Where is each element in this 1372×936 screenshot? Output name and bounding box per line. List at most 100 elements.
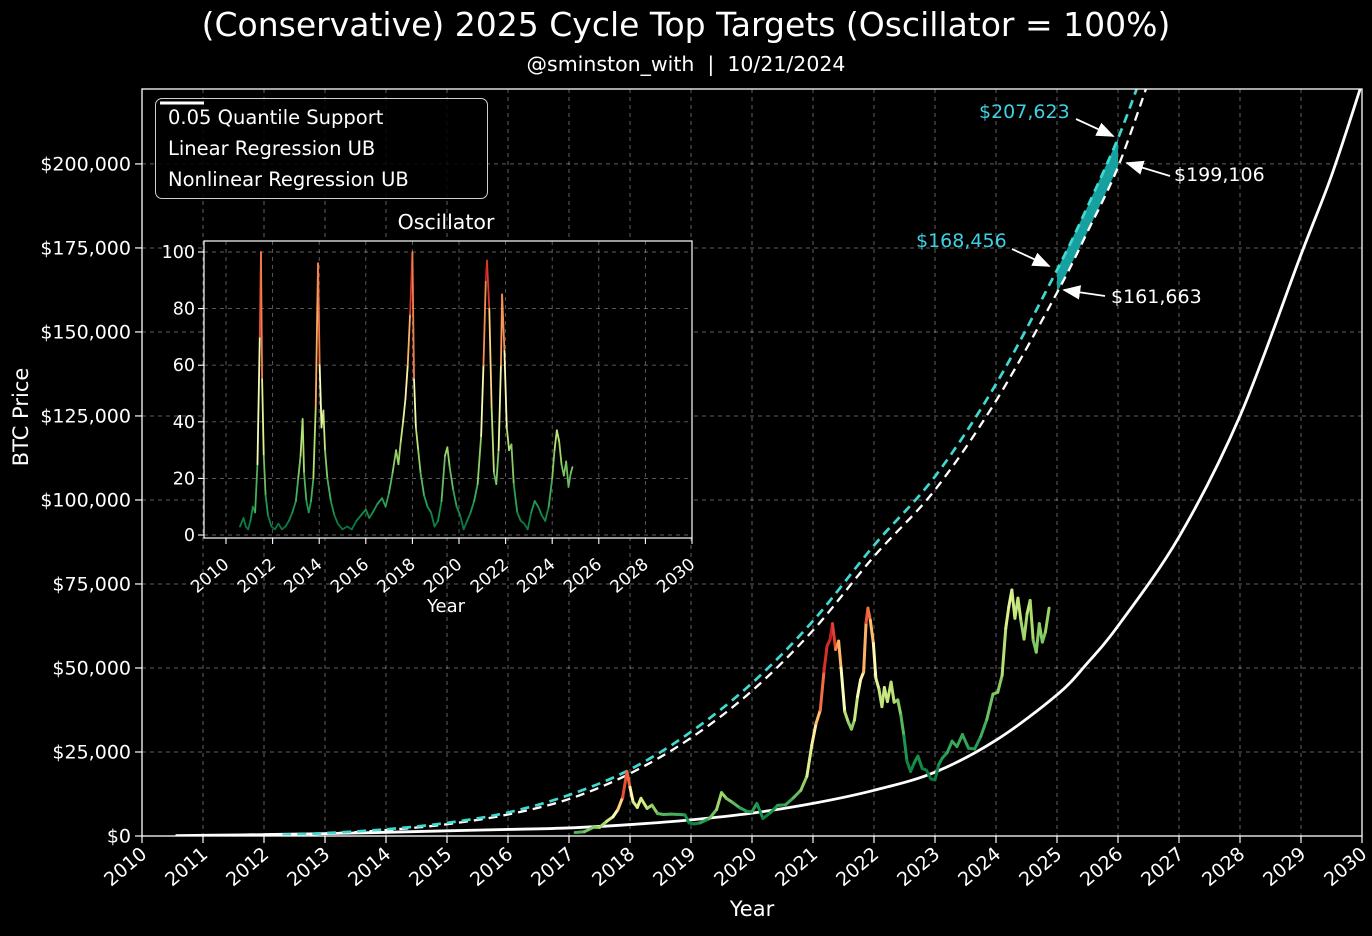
x-tick-label: 2025 (1015, 843, 1066, 891)
x-tick-label: 2030 (1320, 843, 1371, 891)
oscillator-segment (341, 525, 349, 531)
oscillator-segment (384, 491, 391, 508)
inset-y-tick-label: 40 (173, 413, 195, 433)
btc-price-segment (889, 680, 896, 704)
btc-price-segment (707, 807, 719, 821)
inset-x-tick-label: 2018 (374, 555, 420, 598)
annotation-arrow (1062, 285, 1106, 300)
x-tick-label: 2027 (1137, 843, 1188, 891)
y-tick-label: $200,000 (40, 153, 131, 175)
btc-price-segment (896, 698, 903, 717)
oscillator-segment (303, 471, 308, 502)
oscillator-segment (495, 449, 500, 485)
btc-price-segment (616, 795, 625, 812)
oscillator-segment (399, 420, 404, 443)
btc-price-segment (973, 735, 983, 751)
oscillator-segment (476, 435, 483, 485)
btc-price-segment (868, 618, 875, 645)
annotation-linear-ub-low: $168,456 (916, 230, 1007, 252)
oscillator-segment (381, 497, 387, 508)
btc-price-segment (822, 644, 829, 673)
oscillator-segment (537, 505, 543, 517)
oscillator-segment (371, 502, 379, 514)
oscillator-segment (433, 519, 439, 528)
oscillator-segment (329, 500, 336, 517)
x-tick-label: 2023 (893, 843, 944, 891)
oscillator-segment (318, 364, 323, 429)
oscillator-segment (262, 454, 267, 497)
oscillator-segment (516, 511, 522, 522)
oscillator-segment (547, 477, 554, 508)
annotation-arrows (1011, 118, 1171, 300)
btc-price-segment (755, 801, 765, 821)
inset-x-tick-label: 2020 (420, 555, 466, 598)
oscillator-segment (277, 522, 283, 531)
btc-price-segment (909, 761, 916, 773)
oscillator-segment (459, 514, 465, 531)
y-tick-label: $0 (107, 826, 131, 848)
main-series (175, 89, 1362, 836)
oscillator-segment (256, 335, 261, 466)
btc-price-segment (852, 695, 860, 722)
main-y-axis-label: BTC Price (9, 367, 33, 467)
x-tick-label: 2010 (100, 843, 151, 891)
x-tick-label: 2019 (649, 843, 700, 891)
oscillator-segment (274, 522, 280, 531)
btc-price-segment (837, 639, 843, 670)
annotation-arrow (1075, 118, 1115, 137)
inset-x-tick-label: 2016 (327, 555, 373, 598)
inset-background (204, 241, 692, 538)
oscillator-segment (288, 511, 294, 522)
oscillator-segment (355, 514, 363, 522)
btc-price-segment (862, 621, 868, 674)
support-curve (175, 89, 1362, 836)
oscillator-segment (284, 519, 290, 528)
oscillator-segment (510, 443, 515, 485)
oscillator-segment (397, 440, 402, 466)
oscillator-segment (497, 364, 502, 452)
x-tick-label: 2021 (771, 843, 822, 891)
btc-price-segment (902, 734, 909, 763)
oscillator-segment (388, 471, 394, 494)
btc-price-segment (582, 825, 595, 834)
annotation-arrow (1011, 248, 1051, 267)
legend-item-label: 0.05 Quantile Support (168, 105, 384, 129)
oscillator-segment (307, 500, 312, 514)
annotation-arrow (1125, 160, 1171, 177)
oscillator-segment (423, 494, 429, 508)
x-tick-label: 2017 (527, 843, 578, 891)
oscillator-segment (254, 463, 259, 514)
legend-item-label: Nonlinear Regression UB (168, 168, 409, 192)
btc-price-segment (1016, 596, 1023, 623)
btc-price-segment (621, 769, 629, 799)
inset-y-tick-label: 0 (184, 526, 195, 546)
btc-price-segment (899, 713, 906, 738)
oscillator-segment (239, 517, 245, 528)
oscillator-segment (336, 522, 344, 531)
y-tick-label: $100,000 (40, 489, 131, 511)
oscillator-segment (264, 494, 269, 517)
btc-price-segment (683, 813, 691, 825)
oscillator-segment (426, 505, 432, 514)
btc-price-segment (628, 785, 635, 804)
oscillator-segment (505, 426, 510, 452)
oscillator-segment (480, 364, 485, 437)
btc-price-segment (784, 796, 795, 807)
btc-price-segment (843, 710, 850, 724)
btc-price-segment (945, 739, 954, 755)
btc-price-segment (810, 721, 818, 747)
btc-price-segment (1028, 598, 1035, 642)
oscillator-segment (555, 429, 561, 443)
oscillator-segment (333, 514, 339, 525)
oscillator-segment (419, 471, 425, 497)
oscillator-segment (317, 262, 321, 367)
oscillator-segment (462, 519, 469, 531)
oscillator-segment (446, 446, 451, 468)
oscillator-segment (482, 279, 487, 367)
y-tick-label: $150,000 (40, 321, 131, 343)
oscillator-segment (512, 483, 519, 514)
btc-price-segment (650, 803, 659, 815)
y-tick-label: $125,000 (40, 405, 131, 427)
oscillator-segment (247, 519, 252, 531)
annotation-linear-ub-target: $207,623 (979, 101, 1070, 123)
